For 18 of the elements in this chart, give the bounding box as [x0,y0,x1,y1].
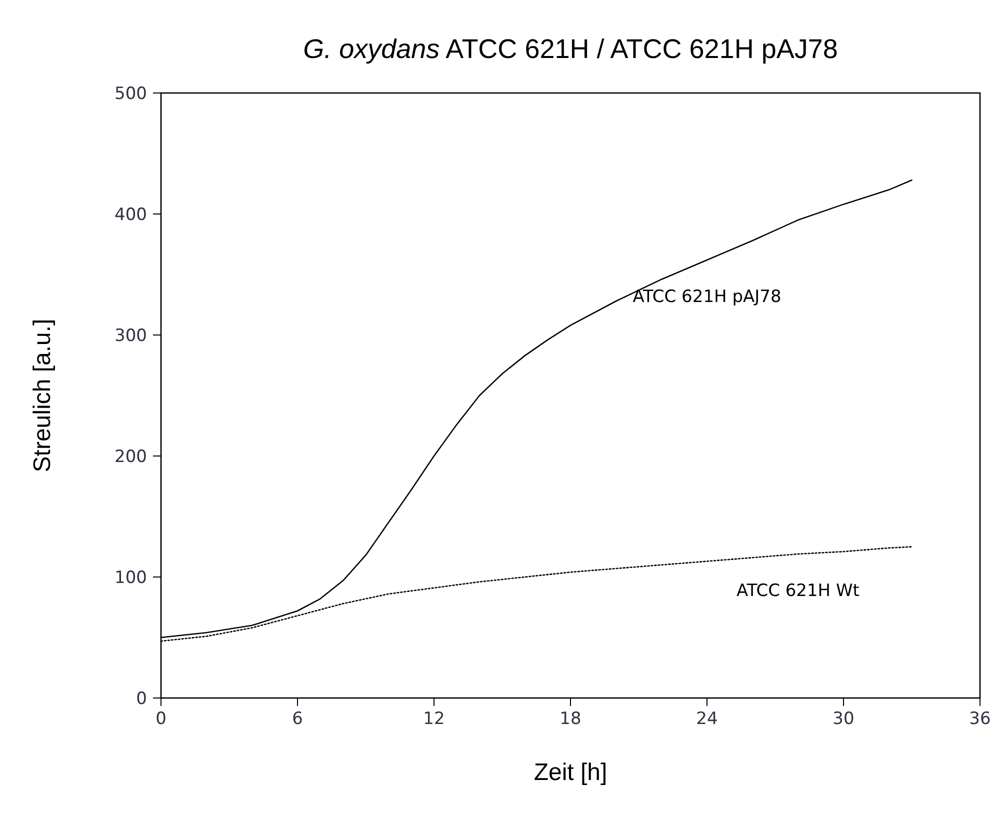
y-axis-title: Streulich [a.u.] [29,318,56,472]
x-tick-label: 12 [423,709,445,729]
x-tick-label: 6 [292,709,303,729]
series-label: ATCC 621H Wt [736,581,860,602]
y-tick-label: 0 [136,689,147,709]
y-tick-label: 200 [114,447,147,467]
x-tick-label: 18 [560,709,582,729]
y-tick-label: 500 [114,84,147,104]
y-tick-label: 400 [114,205,147,225]
x-tick-label: 0 [156,709,166,729]
y-tick-label: 300 [114,326,147,346]
chart-title: G. oxydans ATCC 621H / ATCC 621H pAJ78 [303,34,838,64]
x-tick-label: 30 [832,709,854,729]
x-axis-title: Zeit [h] [534,759,608,786]
x-tick-label: 36 [969,709,991,729]
x-tick-label: 24 [696,709,718,729]
series-label: ATCC 621H pAJ78 [632,286,782,307]
y-tick-label: 100 [114,568,147,588]
